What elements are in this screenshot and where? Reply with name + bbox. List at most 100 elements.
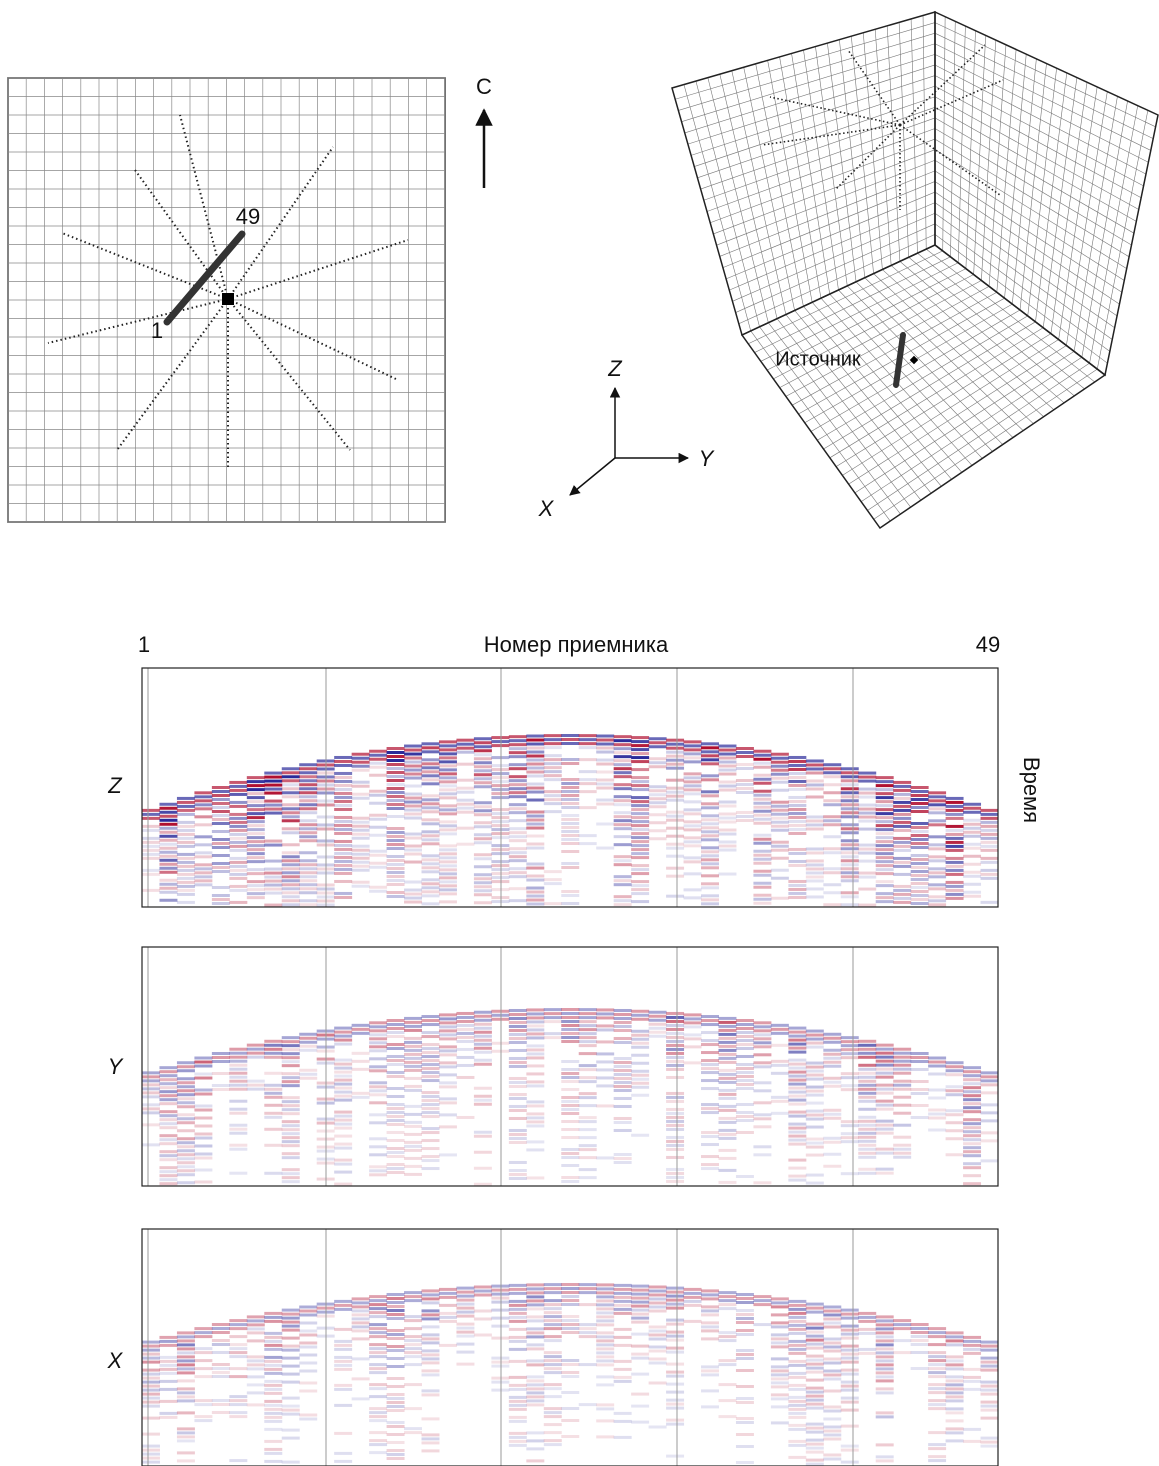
trace-stripe (387, 1377, 405, 1380)
trace-stripe (404, 1383, 422, 1386)
trace-stripe (299, 1382, 317, 1385)
trace-stripe (858, 1352, 876, 1355)
trace-stripe (841, 1040, 859, 1043)
trace-stripe (876, 900, 894, 903)
trace-stripe (736, 1111, 754, 1114)
trace-stripe (736, 819, 754, 822)
trace-stripe (491, 1337, 509, 1340)
trace-stripe (334, 808, 352, 811)
trace-stripe (159, 899, 177, 902)
trace-stripe (212, 838, 230, 841)
trace-stripe (649, 1362, 667, 1365)
trace-stripe (177, 1363, 195, 1366)
trace-stripe (509, 819, 527, 822)
trace-stripe (142, 809, 160, 812)
trace-stripe (229, 841, 247, 844)
trace-stripe (841, 867, 859, 870)
trace-stripe (823, 1049, 841, 1052)
trace-stripe (561, 838, 579, 841)
trace-stripe (369, 790, 387, 793)
trace-stripe (474, 1095, 492, 1098)
trace-stripe (159, 807, 177, 810)
trace-stripe (334, 1147, 352, 1150)
trace-stripe (229, 861, 247, 864)
trace-stripe (631, 1094, 649, 1097)
trace-stripe (876, 852, 894, 855)
trace-stripe (771, 869, 789, 872)
trace-stripe (491, 880, 509, 883)
trace-stripe (596, 1307, 614, 1310)
trace-stripe (788, 1063, 806, 1066)
trace-stripe (264, 884, 282, 887)
trace-stripe (893, 801, 911, 804)
trace-stripe (893, 1072, 911, 1075)
trace-stripe (422, 1449, 440, 1452)
trace-stripe (596, 1283, 614, 1286)
trace-stripe (806, 871, 824, 874)
trace-stripe (911, 890, 929, 893)
trace-stripe (788, 1316, 806, 1319)
trace-stripe (841, 1325, 859, 1328)
trace-stripe (771, 877, 789, 880)
trace-stripe (544, 1383, 562, 1386)
trace-stripe (404, 1089, 422, 1092)
trace-stripe (806, 887, 824, 890)
trace-stripe (614, 1304, 632, 1307)
trace-stripe (299, 1370, 317, 1373)
trace-stripe (858, 1140, 876, 1143)
trace-stripe (614, 859, 632, 862)
trace-stripe (299, 1322, 317, 1325)
trace-stripe (282, 795, 300, 798)
trace-stripe (456, 799, 474, 802)
trace-stripe (561, 1032, 579, 1035)
trace-stripe (526, 1052, 544, 1055)
trace-stripe (579, 1024, 597, 1027)
trace-stripe (753, 1113, 771, 1116)
trace-stripe (491, 812, 509, 815)
trace-stripe (387, 1317, 405, 1320)
trace-stripe (841, 1345, 859, 1348)
trace-stripe (194, 1335, 212, 1338)
trace-stripe (893, 825, 911, 828)
trace-stripe (666, 1032, 684, 1035)
trace-stripe (823, 1057, 841, 1060)
trace-stripe (526, 1399, 544, 1402)
trace-stripe (474, 1059, 492, 1062)
trace-stripe (352, 1297, 370, 1300)
trace-stripe (142, 1349, 160, 1352)
trace-stripe (823, 871, 841, 874)
trace-stripe (247, 1084, 265, 1087)
trace-stripe (561, 778, 579, 781)
well (167, 234, 242, 322)
trace-stripe (177, 1173, 195, 1176)
trace-stripe (491, 1050, 509, 1053)
trace-stripe (491, 1381, 509, 1384)
trace-stripe (788, 1115, 806, 1118)
trace-stripe (229, 1343, 247, 1346)
trace-stripe (509, 1141, 527, 1144)
trace-stripe (736, 791, 754, 794)
trace-stripe (491, 896, 509, 899)
trace-stripe (614, 1017, 632, 1020)
trace-stripe (247, 1367, 265, 1370)
trace-stripe (666, 843, 684, 846)
trace-stripe (911, 1088, 929, 1091)
trace-stripe (474, 753, 492, 756)
trace-stripe (334, 1348, 352, 1351)
box-grid (935, 192, 1117, 316)
trace-stripe (387, 879, 405, 882)
trace-stripe (736, 1131, 754, 1134)
trace-stripe (876, 1128, 894, 1131)
trace-stripe (474, 1103, 492, 1106)
trace-stripe (526, 1387, 544, 1390)
trace-stripe (212, 1363, 230, 1366)
trace-stripe (561, 902, 579, 905)
trace-stripe (753, 774, 771, 777)
trace-stripe (142, 1377, 160, 1380)
trace-stripe (422, 1051, 440, 1054)
panel-label: Y (108, 1054, 124, 1079)
trace-stripe (299, 887, 317, 890)
trace-stripe (614, 787, 632, 790)
trace-stripe (928, 835, 946, 838)
trace-stripe (893, 865, 911, 868)
